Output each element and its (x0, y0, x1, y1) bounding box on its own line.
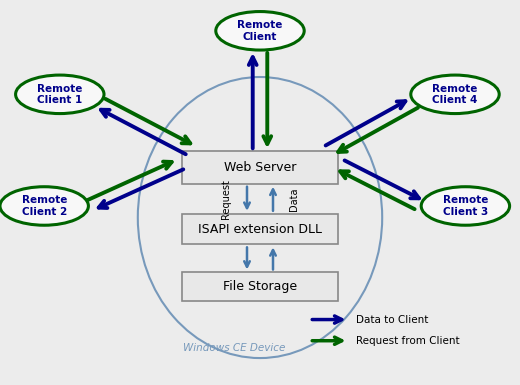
Text: Data: Data (289, 187, 299, 211)
Text: ISAPI extension DLL: ISAPI extension DLL (198, 223, 322, 236)
FancyBboxPatch shape (182, 214, 338, 244)
Text: Windows CE Device: Windows CE Device (183, 343, 285, 353)
Text: Remote
Client 2: Remote Client 2 (21, 195, 67, 217)
Text: Data to Client: Data to Client (356, 315, 428, 325)
FancyBboxPatch shape (182, 151, 338, 184)
Ellipse shape (411, 75, 499, 114)
Text: Remote
Client 1: Remote Client 1 (37, 84, 83, 105)
Text: Request from Client: Request from Client (356, 336, 460, 346)
Text: Request: Request (221, 179, 231, 219)
Text: File Storage: File Storage (223, 280, 297, 293)
Text: Web Server: Web Server (224, 161, 296, 174)
Ellipse shape (0, 187, 88, 225)
FancyBboxPatch shape (182, 273, 338, 301)
Ellipse shape (16, 75, 104, 114)
Text: Remote
Client: Remote Client (237, 20, 283, 42)
Ellipse shape (421, 187, 510, 225)
Ellipse shape (216, 12, 304, 50)
Text: Remote
Client 4: Remote Client 4 (432, 84, 478, 105)
Text: Remote
Client 3: Remote Client 3 (443, 195, 488, 217)
